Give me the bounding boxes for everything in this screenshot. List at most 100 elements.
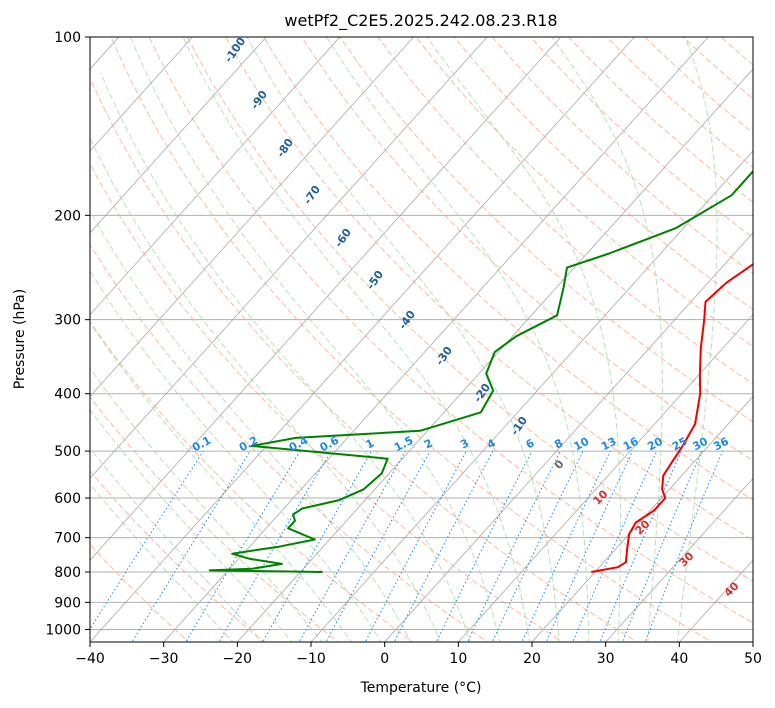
y-tick-label: 500 — [54, 444, 81, 460]
y-axis-label: Pressure (hPa) — [12, 289, 28, 389]
mixing-ratio-label: 10 — [572, 435, 592, 454]
dry-adiabat-line — [90, 396, 340, 642]
y-tick-label: 700 — [54, 531, 81, 547]
moist-adiabat-line — [90, 137, 441, 642]
moist-adiabat-line — [326, 37, 590, 642]
mixing-ratio-line — [491, 450, 584, 642]
isotherm-label: -30 — [433, 344, 455, 368]
isotherm-line — [457, 313, 753, 642]
temperature-profile-line — [591, 263, 753, 573]
moist-adiabat-line — [551, 37, 663, 642]
mixing-ratio-label: 20 — [645, 435, 665, 454]
mixing-ratio-line — [521, 450, 611, 642]
dry-adiabat-line — [491, 37, 753, 275]
y-tick-label: 800 — [54, 565, 81, 581]
isotherm-line — [310, 150, 753, 642]
mixing-ratio-line — [90, 450, 204, 630]
isotherm-label: -70 — [301, 183, 323, 207]
dry-adiabat-line — [339, 37, 753, 423]
mixing-ratio-label: 25 — [670, 435, 690, 454]
isotherm-line — [605, 477, 753, 642]
mixing-ratio-label: 3 — [458, 436, 471, 451]
x-tick-label: 0 — [380, 651, 389, 667]
mixing-ratio-line — [466, 450, 561, 642]
dry-adiabat-line — [263, 37, 753, 501]
isotherm-line — [752, 641, 753, 642]
isotherm-line — [90, 37, 341, 316]
dry-adiabat-line — [759, 37, 775, 644]
mixing-ratio-label: 4 — [485, 436, 498, 451]
moist-adiabat-line — [426, 37, 622, 642]
mixing-ratio-line — [218, 450, 332, 642]
x-tick-label: −10 — [296, 651, 326, 667]
dry-adiabat-label: 40 — [722, 579, 742, 599]
mixing-ratio-line — [644, 450, 724, 642]
moist-adiabat-line — [246, 37, 560, 642]
isotherm-label: -60 — [332, 226, 354, 250]
isotherm-line — [236, 68, 753, 642]
isotherm-line — [90, 37, 636, 642]
mixing-ratio-line — [364, 450, 467, 642]
dry-adiabat-line — [90, 162, 564, 642]
y-tick-label: 600 — [54, 491, 81, 507]
isotherm-line — [90, 37, 488, 480]
mixing-ratio-label: 1 — [364, 436, 377, 451]
y-tick-label: 100 — [54, 30, 81, 46]
mixing-ratio-label: 6 — [524, 436, 537, 451]
dry-adiabat-line — [90, 470, 265, 642]
dry-adiabat-label: 30 — [677, 549, 697, 569]
mixing-ratio-label: 2 — [422, 436, 435, 451]
dry-adiabat-line — [530, 37, 753, 239]
isotherm-line — [531, 395, 753, 642]
dewpoint-profile-line — [208, 169, 753, 573]
dry-adiabat-line — [148, 37, 753, 624]
dry-adiabat-line — [415, 37, 753, 348]
moist-adiabat-label: 0 — [552, 457, 567, 471]
mixing-ratio-line — [621, 450, 703, 642]
moist-adiabat-line — [90, 321, 352, 642]
x-tick-label: −30 — [149, 651, 179, 667]
isotherm-label: -80 — [274, 136, 296, 160]
x-tick-label: −40 — [75, 651, 105, 667]
isotherm-line — [90, 37, 562, 561]
mixing-ratio-line — [185, 450, 301, 642]
mixing-ratio-label: 30 — [690, 435, 710, 454]
x-tick-label: −20 — [223, 651, 253, 667]
y-tick-label: 400 — [54, 387, 81, 403]
moist-adiabat-line — [90, 367, 323, 642]
x-tick-label: 10 — [449, 651, 467, 667]
moist-adiabat-line — [90, 447, 264, 642]
mixing-ratio-line — [435, 450, 533, 642]
isotherm-line — [0, 10, 70, 654]
mixing-ratio-label: 36 — [711, 435, 731, 454]
plot-frame — [89, 36, 754, 643]
moist-adiabat-line — [90, 409, 293, 642]
isotherm-line — [90, 37, 415, 398]
moist-adiabat-line — [90, 483, 234, 642]
moist-adiabat-line — [90, 209, 412, 642]
mixing-ratio-line — [131, 450, 251, 642]
dry-adiabat-line — [224, 37, 753, 541]
dry-adiabat-line — [568, 37, 753, 203]
dry-adiabat-line — [377, 37, 753, 385]
x-tick-label: 30 — [597, 651, 615, 667]
isotherm-line — [163, 37, 709, 642]
y-tick-label: 1000 — [45, 622, 81, 638]
mixing-ratio-line — [298, 450, 406, 642]
dry-adiabat-line — [90, 76, 638, 642]
isotherm-label: -90 — [248, 88, 270, 112]
x-tick-label: 40 — [670, 651, 688, 667]
moist-adiabat-line — [130, 37, 501, 642]
dry-adiabat-line — [453, 37, 753, 311]
mixing-ratio-line — [599, 450, 682, 642]
dry-adiabat-line — [90, 320, 414, 642]
chart-title: wetPf2_C2E5.2025.242.08.23.R18 — [284, 11, 557, 31]
y-tick-label: 900 — [54, 595, 81, 611]
dry-adiabat-line — [110, 37, 713, 642]
moist-adiabat-line — [676, 37, 718, 642]
isotherm-line — [90, 37, 267, 234]
x-tick-label: 20 — [523, 651, 541, 667]
moist-adiabat-line — [100, 72, 471, 642]
moist-adiabat-line — [90, 269, 382, 642]
